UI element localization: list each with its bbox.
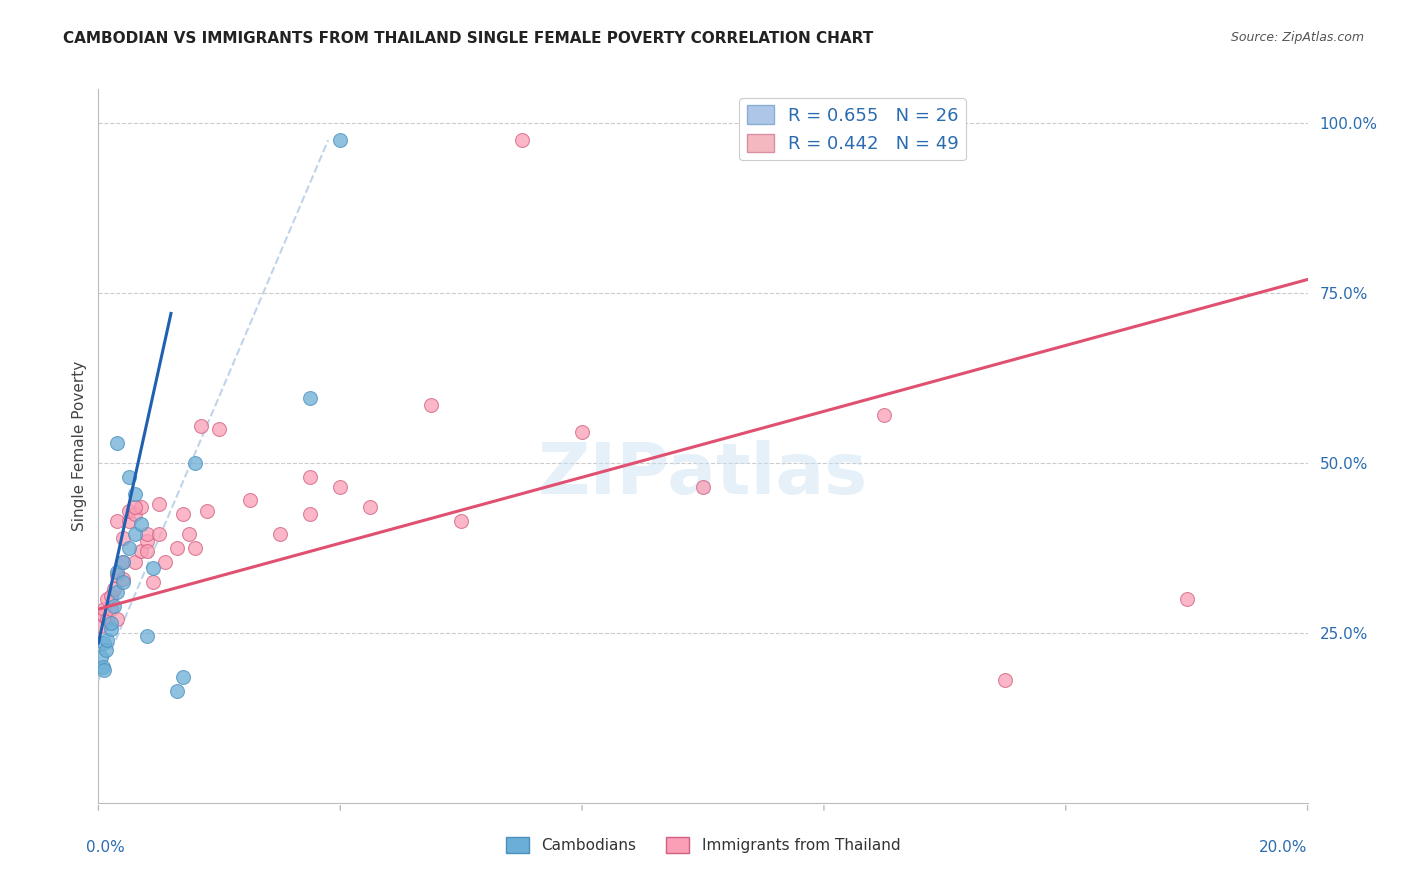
Point	[124, 555, 146, 569]
Text: Source: ZipAtlas.com: Source: ZipAtlas.com	[1230, 31, 1364, 45]
Point	[118, 503, 141, 517]
Point	[118, 541, 141, 555]
Text: 0.0%: 0.0%	[86, 840, 125, 855]
Point	[93, 608, 115, 623]
Point	[360, 500, 382, 515]
Point	[135, 534, 157, 549]
Point	[105, 435, 128, 450]
Point	[148, 527, 170, 541]
Point	[420, 398, 443, 412]
Point	[135, 544, 157, 558]
Point	[111, 531, 134, 545]
Point	[103, 582, 125, 596]
Point	[96, 632, 118, 647]
Point	[873, 409, 896, 423]
Text: CAMBODIAN VS IMMIGRANTS FROM THAILAND SINGLE FEMALE POVERTY CORRELATION CHART: CAMBODIAN VS IMMIGRANTS FROM THAILAND SI…	[63, 31, 873, 46]
Point	[239, 493, 262, 508]
Point	[450, 514, 472, 528]
Point	[148, 497, 170, 511]
Point	[94, 643, 117, 657]
Point	[93, 636, 115, 650]
Point	[571, 425, 593, 440]
Point	[208, 422, 231, 436]
Point	[135, 629, 157, 643]
Point	[329, 480, 352, 494]
Point	[329, 133, 352, 147]
Point	[111, 572, 134, 586]
Point	[93, 663, 115, 677]
Point	[172, 670, 194, 684]
Point	[269, 527, 291, 541]
Point	[105, 612, 128, 626]
Point	[184, 456, 207, 470]
Point	[111, 555, 134, 569]
Text: ZIPatlas: ZIPatlas	[538, 440, 868, 509]
Point	[299, 469, 322, 483]
Point	[118, 514, 141, 528]
Point	[299, 392, 322, 406]
Point	[166, 541, 188, 555]
Point	[195, 503, 218, 517]
Point	[129, 544, 152, 558]
Legend: Cambodians, Immigrants from Thailand: Cambodians, Immigrants from Thailand	[499, 831, 907, 859]
Point	[142, 561, 165, 575]
Point	[994, 673, 1017, 688]
Point	[129, 500, 152, 515]
Point	[105, 568, 128, 582]
Point	[100, 589, 122, 603]
Point	[118, 469, 141, 483]
Point	[111, 574, 134, 589]
Point	[190, 418, 212, 433]
Point	[142, 574, 165, 589]
Point	[153, 555, 176, 569]
Point	[105, 514, 128, 528]
Point	[100, 615, 122, 630]
Point	[93, 602, 115, 616]
Point	[184, 541, 207, 555]
Y-axis label: Single Female Poverty: Single Female Poverty	[72, 361, 87, 531]
Point	[105, 565, 128, 579]
Point	[692, 480, 714, 494]
Point	[135, 527, 157, 541]
Point	[111, 555, 134, 569]
Point	[129, 517, 152, 532]
Point	[100, 602, 122, 616]
Point	[172, 507, 194, 521]
Point	[179, 527, 201, 541]
Point	[90, 619, 112, 633]
Point	[105, 585, 128, 599]
Point	[1175, 591, 1198, 606]
Point	[299, 507, 322, 521]
Point	[96, 612, 118, 626]
Point	[124, 500, 146, 515]
Point	[90, 649, 112, 664]
Point	[124, 507, 146, 521]
Point	[100, 623, 122, 637]
Point	[124, 486, 146, 500]
Point	[96, 591, 118, 606]
Point	[510, 133, 533, 147]
Point	[166, 683, 188, 698]
Point	[103, 599, 125, 613]
Point	[91, 660, 114, 674]
Point	[124, 527, 146, 541]
Text: 20.0%: 20.0%	[1260, 840, 1308, 855]
